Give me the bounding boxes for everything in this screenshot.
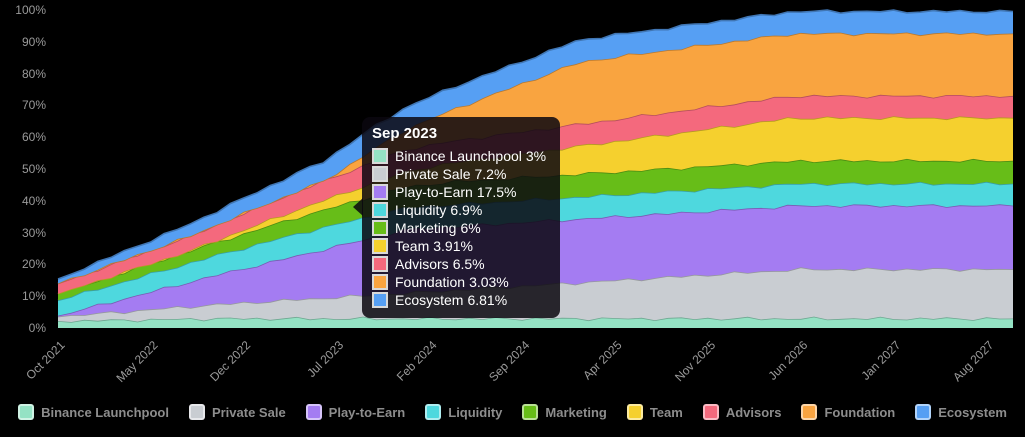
tooltip-caret xyxy=(353,198,363,216)
y-axis-label: 30% xyxy=(21,225,46,240)
legend-label: Binance Launchpool xyxy=(41,404,169,420)
tooltip-row-foundation: Foundation 3.03% xyxy=(372,273,550,291)
chart-legend: Binance Launchpool Private Sale Play-to-Ea… xyxy=(0,404,1025,420)
legend-label: Liquidity xyxy=(448,404,503,420)
legend-swatch-private-sale xyxy=(188,404,205,420)
tooltip-series-value: 17.5% xyxy=(476,184,517,200)
y-axis-label: 0% xyxy=(28,321,46,335)
legend-item-binance-launchpool[interactable]: Binance Launchpool xyxy=(18,404,169,420)
tooltip-series-value: 3% xyxy=(525,148,547,164)
tooltip-series-label: Advisors xyxy=(395,256,449,272)
legend-swatch-marketing xyxy=(522,404,539,420)
y-axis-label: 60% xyxy=(21,130,46,145)
legend-label: Ecosystem xyxy=(938,404,1007,420)
tooltip-swatch-ecosystem xyxy=(372,292,388,308)
tooltip-swatch-private-sale xyxy=(372,166,388,182)
legend-swatch-team xyxy=(626,404,643,420)
tooltip-row-liquidity: Liquidity 6.9% xyxy=(372,201,550,219)
legend-item-private-sale[interactable]: Private Sale xyxy=(188,404,286,420)
y-axis-label: 80% xyxy=(21,66,46,81)
tooltip-series-value: 6.5% xyxy=(452,256,485,272)
y-axis-label: 20% xyxy=(21,257,46,272)
legend-label: Play-to-Earn xyxy=(328,404,406,420)
y-axis-label: 50% xyxy=(21,162,46,176)
tooltip-series-label: Private Sale xyxy=(395,166,471,182)
tooltip-series-label: Play-to-Earn xyxy=(395,184,473,200)
legend-swatch-ecosystem xyxy=(915,404,932,420)
series-area-team[interactable] xyxy=(58,116,1013,294)
legend-item-ecosystem[interactable]: Ecosystem xyxy=(915,404,1007,420)
tooltip-row-marketing: Marketing 6% xyxy=(372,219,550,237)
tooltip-row-team: Team 3.91% xyxy=(372,237,550,255)
tooltip-swatch-marketing xyxy=(372,220,388,236)
series-line-ecosystem xyxy=(57,9,1014,280)
y-axis-label: 10% xyxy=(21,289,46,304)
tooltip-swatch-team xyxy=(372,238,388,254)
legend-swatch-foundation xyxy=(801,404,818,420)
tooltip-series-value: 6.81% xyxy=(467,292,508,308)
legend-label: Marketing xyxy=(545,404,607,420)
tooltip-swatch-foundation xyxy=(372,274,388,290)
tooltip-swatch-liquidity xyxy=(372,202,388,218)
y-axis-label: 90% xyxy=(21,34,46,49)
tooltip-series-value: 3.91% xyxy=(433,238,473,254)
tooltip-row-advisors: Advisors 6.5% xyxy=(372,255,550,273)
legend-label: Private Sale xyxy=(211,404,286,420)
tooltip-series-value: 3.03% xyxy=(469,274,509,290)
y-axis-label: 40% xyxy=(21,193,46,208)
tooltip-row-ecosystem: Ecosystem 6.81% xyxy=(372,291,550,309)
tooltip-series-label: Team xyxy=(395,238,430,254)
legend-item-play-to-earn[interactable]: Play-to-Earn xyxy=(305,404,406,420)
legend-label: Advisors xyxy=(725,404,782,420)
tooltip-swatch-binance-launchpool xyxy=(372,148,388,164)
legend-swatch-play-to-earn xyxy=(305,404,322,420)
tooltip-row-private-sale: Private Sale 7.2% xyxy=(372,165,550,183)
legend-label: Team xyxy=(649,404,683,420)
tooltip-row-play-to-earn: Play-to-Earn 17.5% xyxy=(372,183,550,201)
chart-tooltip: Sep 2023 Binance Launchpool 3% Private Sal… xyxy=(353,117,560,318)
tooltip-series-label: Binance Launchpool xyxy=(395,148,522,164)
tooltip-series-value: 6% xyxy=(460,220,481,236)
series-area-ecosystem[interactable] xyxy=(58,10,1013,284)
tooltip-series-label: Liquidity xyxy=(395,202,447,218)
tooltip-title: Sep 2023 xyxy=(372,125,438,142)
tooltip-series-value: 7.2% xyxy=(474,166,507,182)
tooltip-series-label: Ecosystem xyxy=(395,292,464,308)
legend-swatch-liquidity xyxy=(425,404,442,420)
tooltip-rows: Binance Launchpool 3% Private Sale 7.2% Play… xyxy=(372,147,550,309)
legend-swatch-binance-launchpool xyxy=(18,404,35,420)
tooltip-swatch-play-to-earn xyxy=(372,184,388,200)
legend-item-marketing[interactable]: Marketing xyxy=(522,404,607,420)
legend-item-advisors[interactable]: Advisors xyxy=(702,404,782,420)
legend-item-foundation[interactable]: Foundation xyxy=(801,404,895,420)
tooltip-series-value: 6.9% xyxy=(450,202,483,218)
y-axis-label: 70% xyxy=(21,98,46,113)
series-area-binance-launchpool[interactable] xyxy=(58,316,1013,328)
tooltip-row-binance-launchpool: Binance Launchpool 3% xyxy=(372,147,550,165)
legend-label: Foundation xyxy=(824,404,896,420)
tooltip-swatch-advisors xyxy=(372,256,388,272)
tooltip-series-label: Foundation xyxy=(395,274,466,290)
legend-item-team[interactable]: Team xyxy=(626,404,683,420)
tooltip-series-label: Marketing xyxy=(395,220,457,236)
y-axis-label: 100% xyxy=(15,3,46,17)
series-area-foundation[interactable] xyxy=(58,32,1013,284)
legend-swatch-advisors xyxy=(702,404,719,420)
legend-item-liquidity[interactable]: Liquidity xyxy=(425,404,502,420)
